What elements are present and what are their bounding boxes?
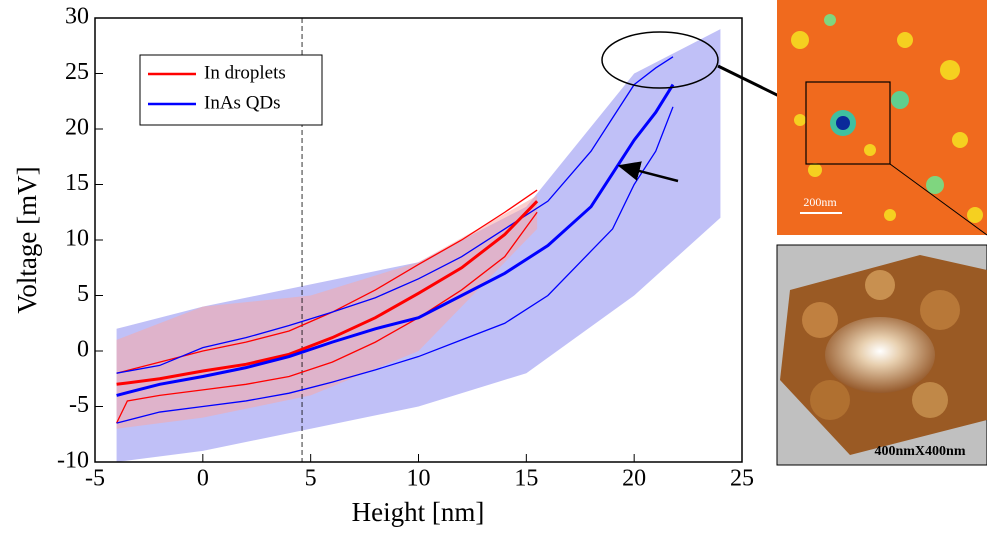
- afm-map: [777, 0, 987, 235]
- y-tick-label: 0: [77, 337, 89, 363]
- y-tick-label: 20: [65, 115, 89, 141]
- legend-box: [139, 54, 323, 126]
- arrow: [617, 161, 679, 183]
- afm-3d-inset: 400nmX400nm: [776, 244, 987, 466]
- y-axis-label: Voltage [mV]: [12, 166, 42, 313]
- plot-area: [115, 18, 721, 462]
- mean-line: [116, 83, 675, 397]
- band-line: [115, 211, 538, 424]
- y-tick-label: 10: [65, 226, 89, 252]
- scatter-cloud: [116, 195, 538, 429]
- x-tick-label: 15: [514, 466, 538, 492]
- legend: In droplets InAs QDs: [139, 54, 323, 126]
- y-tick-label: 15: [65, 170, 89, 196]
- x-tick-label: -5: [85, 466, 105, 492]
- x-tick-label: 5: [305, 466, 317, 492]
- mean-line: [116, 200, 539, 386]
- legend-label: InAs QDs: [204, 92, 281, 113]
- y-tick-label: 25: [65, 59, 89, 85]
- x-tick-label: 10: [407, 466, 431, 492]
- y-tick-label: 30: [65, 4, 89, 30]
- legend-label: In droplets: [204, 62, 286, 83]
- x-tick-label: 0: [197, 466, 209, 492]
- band-line: [116, 56, 674, 374]
- x-tick-label: 25: [730, 466, 754, 492]
- band-line: [116, 106, 674, 424]
- inset-size-label: 400nmX400nm: [874, 444, 965, 459]
- x-axis-label: Height [nm]: [352, 497, 485, 527]
- highlight-ellipse: [601, 31, 719, 89]
- scale-bar-label: 200nm: [803, 195, 837, 209]
- y-tick-label: 5: [77, 281, 89, 307]
- x-tick-label: 20: [622, 466, 646, 492]
- y-tick-label: -10: [57, 448, 89, 474]
- y-tick-label: -5: [69, 392, 89, 418]
- afm-top-inset: 200nm: [777, 0, 987, 236]
